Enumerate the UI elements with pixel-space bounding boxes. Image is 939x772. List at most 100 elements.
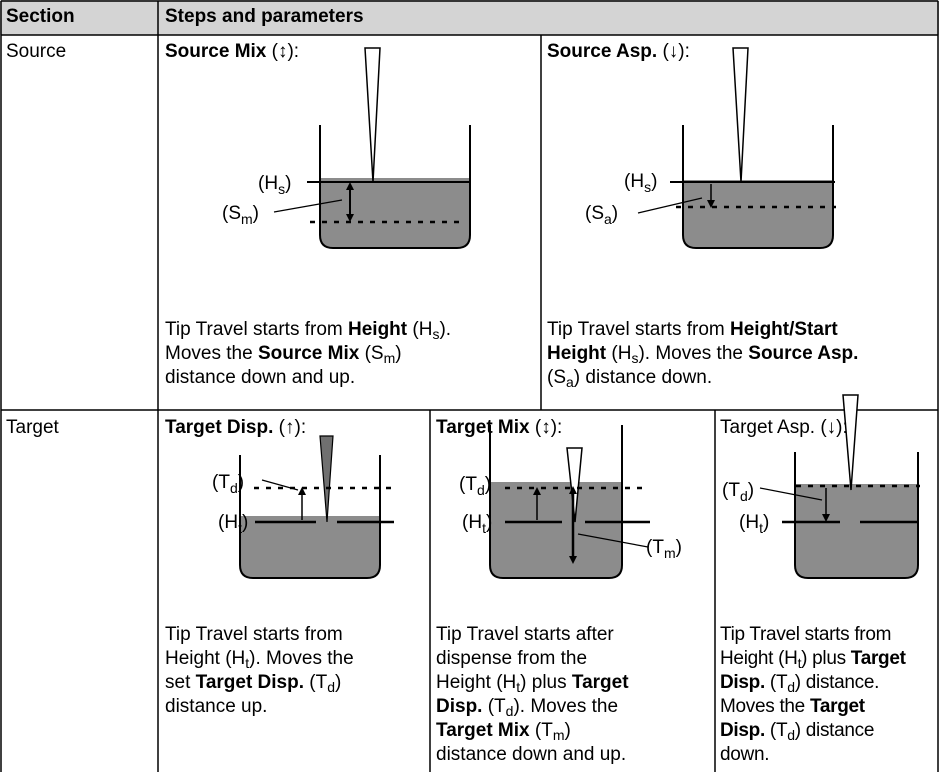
text-run: Tip Travel starts from <box>165 319 348 340</box>
text-run: m <box>241 211 253 227</box>
text-run: ). Moves the <box>249 648 354 669</box>
text-run: m <box>664 545 676 561</box>
text-run: (T <box>459 474 477 495</box>
text-run: Height <box>348 319 407 340</box>
text-run: down. <box>720 744 769 765</box>
text-run: (H <box>624 171 644 192</box>
text-run: Target Disp. <box>196 672 304 693</box>
text-run: ) <box>285 173 291 194</box>
text-run: s <box>644 179 651 195</box>
text-run: (S <box>359 343 383 364</box>
text-run: (H <box>739 512 759 533</box>
diagram-label: (Ht) <box>462 512 492 536</box>
text-run: Height <box>547 343 606 364</box>
text-run: Source Mix <box>165 41 266 62</box>
text-run: ) <box>748 480 754 501</box>
diagram-label: (Ht) <box>218 512 248 536</box>
text-run: Target Disp. <box>165 417 273 438</box>
text-run: (H <box>462 512 482 533</box>
text-run: ). Moves the <box>638 343 748 364</box>
text-run: (T <box>304 672 327 693</box>
text-run: (H <box>218 512 238 533</box>
text-run: (↓): <box>657 41 690 62</box>
text-run: set <box>165 672 196 693</box>
diagram-label: (Sa) <box>585 203 618 227</box>
diagram-label: (Td) <box>459 474 491 498</box>
step-description: Tip Travel starts fromHeight (Ht) plus T… <box>720 623 906 767</box>
text-run: (T <box>212 472 230 493</box>
target-mix-diagram: (Td) (Ht) (Tm) <box>459 425 682 578</box>
text-run: ) <box>612 203 618 224</box>
text-run: (T <box>765 672 787 693</box>
text-run: Target Mix <box>436 720 530 741</box>
step-title: Source Mix (↕): <box>165 40 299 64</box>
diagram-label: (Hs) <box>258 173 291 197</box>
step-description: Tip Travel starts after dispense from the… <box>436 623 629 767</box>
diagram-label: (Td) <box>722 480 754 504</box>
text-run: (T <box>646 537 664 558</box>
text-run: Source Mix <box>258 343 359 364</box>
text-run: ) <box>676 537 682 558</box>
text-run: Tip Travel starts from <box>720 624 891 645</box>
text-run: (T <box>722 480 740 501</box>
text-run: d <box>230 480 238 496</box>
text-run: ) distance <box>795 720 874 741</box>
text-run: Target <box>810 696 865 717</box>
text-run: (T <box>765 720 787 741</box>
text-run: (S <box>547 367 566 388</box>
text-run: dispense from the <box>436 648 587 669</box>
diagram-label: (Hs) <box>624 171 657 195</box>
text-run: d <box>787 679 795 695</box>
text-run: (H <box>606 343 631 364</box>
text-run: d <box>327 679 335 695</box>
text-run: Height (H <box>720 648 798 669</box>
source-asp-diagram: (Hs) (Sa) <box>585 48 836 248</box>
text-run: Source Asp. <box>547 41 657 62</box>
text-run: ) <box>651 171 657 192</box>
diagram-label: (Sm) <box>222 203 259 227</box>
text-run: d <box>740 488 748 504</box>
text-run: m <box>384 350 396 366</box>
section-label: Source <box>6 40 66 64</box>
text-run: (↕): <box>266 41 299 62</box>
text-run: Height (H <box>165 648 245 669</box>
text-run: Target Asp. (↓): <box>720 417 848 438</box>
text-run: ) plus <box>520 672 572 693</box>
text-run: (S <box>222 203 241 224</box>
text-run: ). <box>439 319 451 340</box>
step-description: Tip Travel starts from Height/Start Heigh… <box>547 318 858 390</box>
text-run: ). Moves the <box>513 696 618 717</box>
text-run: (T <box>530 720 553 741</box>
text-run: ) distance. <box>795 672 879 693</box>
target-disp-diagram: (Td) (Ht) <box>212 436 396 578</box>
text-run: distance down and up. <box>165 367 355 388</box>
text-run: d <box>477 482 485 498</box>
text-run: (↑): <box>273 417 306 438</box>
text-run: Tip Travel starts after <box>436 624 614 645</box>
text-run: a <box>566 374 574 390</box>
text-run: (S <box>585 203 604 224</box>
text-run: Height/Start <box>730 319 838 340</box>
text-run: ) distance down. <box>574 367 712 388</box>
text-run: (↕): <box>530 417 563 438</box>
text-run: distance down and up. <box>436 744 626 765</box>
text-run: Tip Travel starts from <box>165 624 343 645</box>
text-run: Disp. <box>436 696 482 717</box>
text-run: Tip Travel starts from <box>547 319 730 340</box>
text-run: (T <box>482 696 505 717</box>
text-run: Source Asp. <box>748 343 858 364</box>
text-run: Disp. <box>720 672 765 693</box>
text-run: Target <box>572 672 629 693</box>
text-run: Moves the <box>165 343 258 364</box>
text-run: ) <box>238 472 244 493</box>
header-cell: Section <box>6 5 75 29</box>
text-run: ) <box>335 672 341 693</box>
text-run: ) plus <box>801 648 851 669</box>
step-title: Target Mix (↕): <box>436 416 562 440</box>
text-run: ) <box>486 512 492 533</box>
diagram-label: (Tm) <box>646 537 682 561</box>
text-run: (H <box>407 319 432 340</box>
header-cell: Steps and parameters <box>165 5 364 29</box>
step-title: Target Disp. (↑): <box>165 416 306 440</box>
